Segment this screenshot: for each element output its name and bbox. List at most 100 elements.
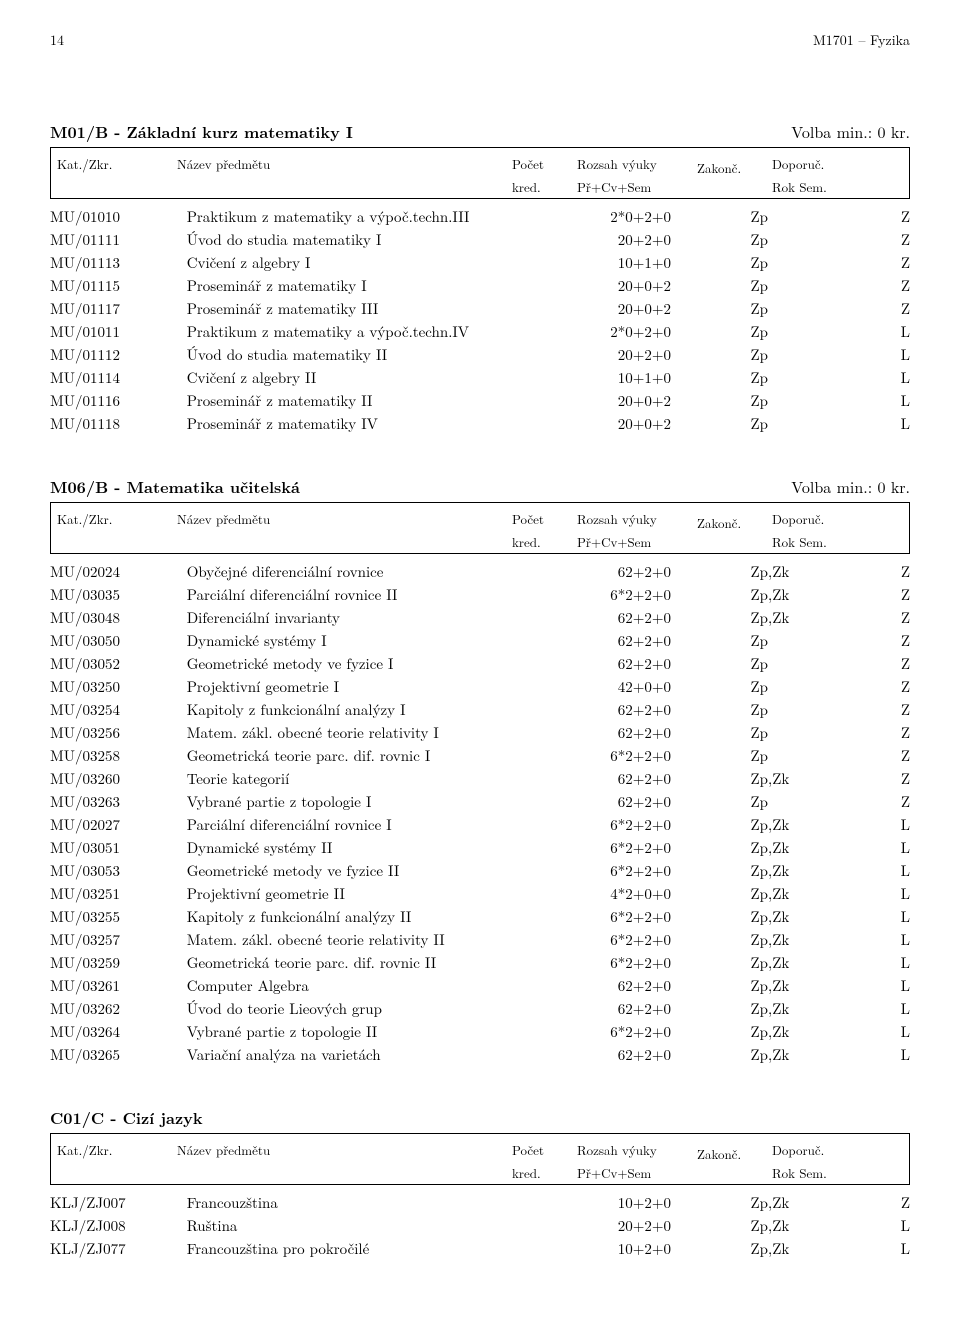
course-credits: 1 <box>563 1191 626 1214</box>
course-zak: Zp,Zk <box>751 1237 842 1260</box>
course-zak: Zp <box>751 629 842 652</box>
course-name: Kapitoly z funkcionální analýzy I <box>187 698 563 721</box>
course-credits: 6 <box>563 997 626 1020</box>
course-credits: 2 <box>563 1214 626 1237</box>
course-credits: 6 <box>563 629 626 652</box>
course-code: MU/03259 <box>50 951 187 974</box>
course-name: Francouzština <box>187 1191 563 1214</box>
course-zak: Zp <box>751 366 842 389</box>
course-name: Praktikum z matematiky a výpoč.techn.III <box>187 205 563 228</box>
course-name: Vybrané partie z topologie II <box>187 1020 563 1043</box>
table-row: MU/01112 Úvod do studia matematiky II 2 … <box>50 343 910 366</box>
table-header: Kat./Zkr. Název předmětu Počet Rozsah vý… <box>50 147 910 199</box>
course-hours: 2+2+0 <box>625 928 750 951</box>
header-zak: Zakonč. <box>697 150 772 177</box>
course-code: MU/03256 <box>50 721 187 744</box>
course-credits: 6 <box>563 721 626 744</box>
course-zak: Zp,Zk <box>751 928 842 951</box>
course-name: Variační analýza na varietách <box>187 1043 563 1066</box>
course-hours: 2+0+0 <box>625 882 750 905</box>
course-code: MU/03265 <box>50 1043 187 1066</box>
course-code: KLJ/ZJ008 <box>50 1214 187 1237</box>
table-row: MU/01117 Proseminář z matematiky III 2 0… <box>50 297 910 320</box>
course-zak: Zp <box>751 389 842 412</box>
course-sem: Z <box>842 205 910 228</box>
header-kred-sub: kred. <box>512 532 577 551</box>
section-title: M06/B - Matematika učitelská <box>50 475 300 498</box>
table-row: MU/01115 Proseminář z matematiky I 2 0+0… <box>50 274 910 297</box>
table-row: MU/01114 Cvičení z algebry II 1 0+1+0 Zp… <box>50 366 910 389</box>
course-zak: Zp,Zk <box>751 767 842 790</box>
course-sem: Z <box>842 629 910 652</box>
header-kred: Počet <box>512 1140 577 1159</box>
course-sem: Z <box>842 652 910 675</box>
course-credits: 6* <box>563 813 626 836</box>
course-zak: Zp,Zk <box>751 836 842 859</box>
header-kred: Počet <box>512 509 577 528</box>
course-table: MU/01010 Praktikum z matematiky a výpoč.… <box>50 205 910 435</box>
course-hours: 0+1+0 <box>625 366 750 389</box>
section-right: Volba min.: 0 kr. <box>791 120 910 143</box>
header-doporuc-sub: Rok Sem. <box>772 532 852 551</box>
table-row: KLJ/ZJ008 Ruština 2 0+2+0 Zp,Zk L <box>50 1214 910 1237</box>
course-name: Proseminář z matematiky II <box>187 389 563 412</box>
course-zak: Zp,Zk <box>751 606 842 629</box>
course-sem: L <box>842 997 910 1020</box>
table-row: MU/03251 Projektivní geometrie II 4* 2+0… <box>50 882 910 905</box>
section-title: M01/B - Základní kurz matematiky I <box>50 120 353 143</box>
course-code: MU/03250 <box>50 675 187 698</box>
course-name: Parciální diferenciální rovnice I <box>187 813 563 836</box>
section-right: Volba min.: 0 kr. <box>791 475 910 498</box>
course-name: Vybrané partie z topologie I <box>187 790 563 813</box>
course-zak: Zp <box>751 698 842 721</box>
course-hours: 2+2+0 <box>625 905 750 928</box>
course-sem: Z <box>842 606 910 629</box>
page-title: M1701 – Fyzika <box>813 30 910 50</box>
table-row: KLJ/ZJ007 Francouzština 1 0+2+0 Zp,Zk Z <box>50 1191 910 1214</box>
course-zak: Zp <box>751 744 842 767</box>
course-name: Kapitoly z funkcionální analýzy II <box>187 905 563 928</box>
table-row: MU/03255 Kapitoly z funkcionální analýzy… <box>50 905 910 928</box>
course-hours: 0+2+0 <box>625 205 750 228</box>
course-sem: L <box>842 836 910 859</box>
course-name: Computer Algebra <box>187 974 563 997</box>
course-name: Proseminář z matematiky I <box>187 274 563 297</box>
course-zak: Zp <box>751 228 842 251</box>
course-sem: L <box>842 928 910 951</box>
course-credits: 6 <box>563 698 626 721</box>
course-credits: 6 <box>563 1043 626 1066</box>
course-hours: 2+2+0 <box>625 698 750 721</box>
table-row: MU/03265 Variační analýza na varietách 6… <box>50 1043 910 1066</box>
section: C01/C - Cizí jazyk Kat./Zkr. Název předm… <box>50 1106 910 1260</box>
course-zak: Zp,Zk <box>751 1214 842 1237</box>
course-hours: 0+2+0 <box>625 1191 750 1214</box>
course-sem: Z <box>842 675 910 698</box>
course-credits: 2* <box>563 205 626 228</box>
course-name: Úvod do teorie Lieových grup <box>187 997 563 1020</box>
table-row: MU/03262 Úvod do teorie Lieových grup 6 … <box>50 997 910 1020</box>
course-credits: 4* <box>563 882 626 905</box>
course-code: MU/03257 <box>50 928 187 951</box>
course-credits: 6* <box>563 928 626 951</box>
table-row: MU/03050 Dynamické systémy I 6 2+2+0 Zp … <box>50 629 910 652</box>
course-code: MU/01116 <box>50 389 187 412</box>
table-row: MU/01010 Praktikum z matematiky a výpoč.… <box>50 205 910 228</box>
header-code: Kat./Zkr. <box>57 509 177 528</box>
header-doporuc-sub: Rok Sem. <box>772 177 852 196</box>
course-hours: 2+2+0 <box>625 859 750 882</box>
header-doporuc: Doporuč. <box>772 154 852 173</box>
section: M06/B - Matematika učitelská Volba min.:… <box>50 475 910 1066</box>
course-code: MU/03251 <box>50 882 187 905</box>
course-code: MU/01010 <box>50 205 187 228</box>
course-zak: Zp <box>751 251 842 274</box>
table-row: MU/03263 Vybrané partie z topologie I 6 … <box>50 790 910 813</box>
course-name: Diferenciální invarianty <box>187 606 563 629</box>
course-zak: Zp,Zk <box>751 560 842 583</box>
course-hours: 0+2+0 <box>625 1214 750 1237</box>
course-zak: Zp <box>751 343 842 366</box>
course-zak: Zp <box>751 205 842 228</box>
course-code: MU/01114 <box>50 366 187 389</box>
course-sem: L <box>842 1043 910 1066</box>
section-title: C01/C - Cizí jazyk <box>50 1106 203 1129</box>
header-code: Kat./Zkr. <box>57 154 177 173</box>
